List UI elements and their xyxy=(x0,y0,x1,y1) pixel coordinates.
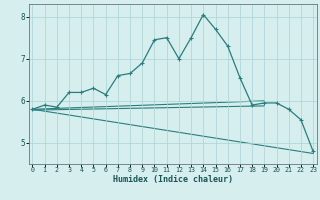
X-axis label: Humidex (Indice chaleur): Humidex (Indice chaleur) xyxy=(113,175,233,184)
